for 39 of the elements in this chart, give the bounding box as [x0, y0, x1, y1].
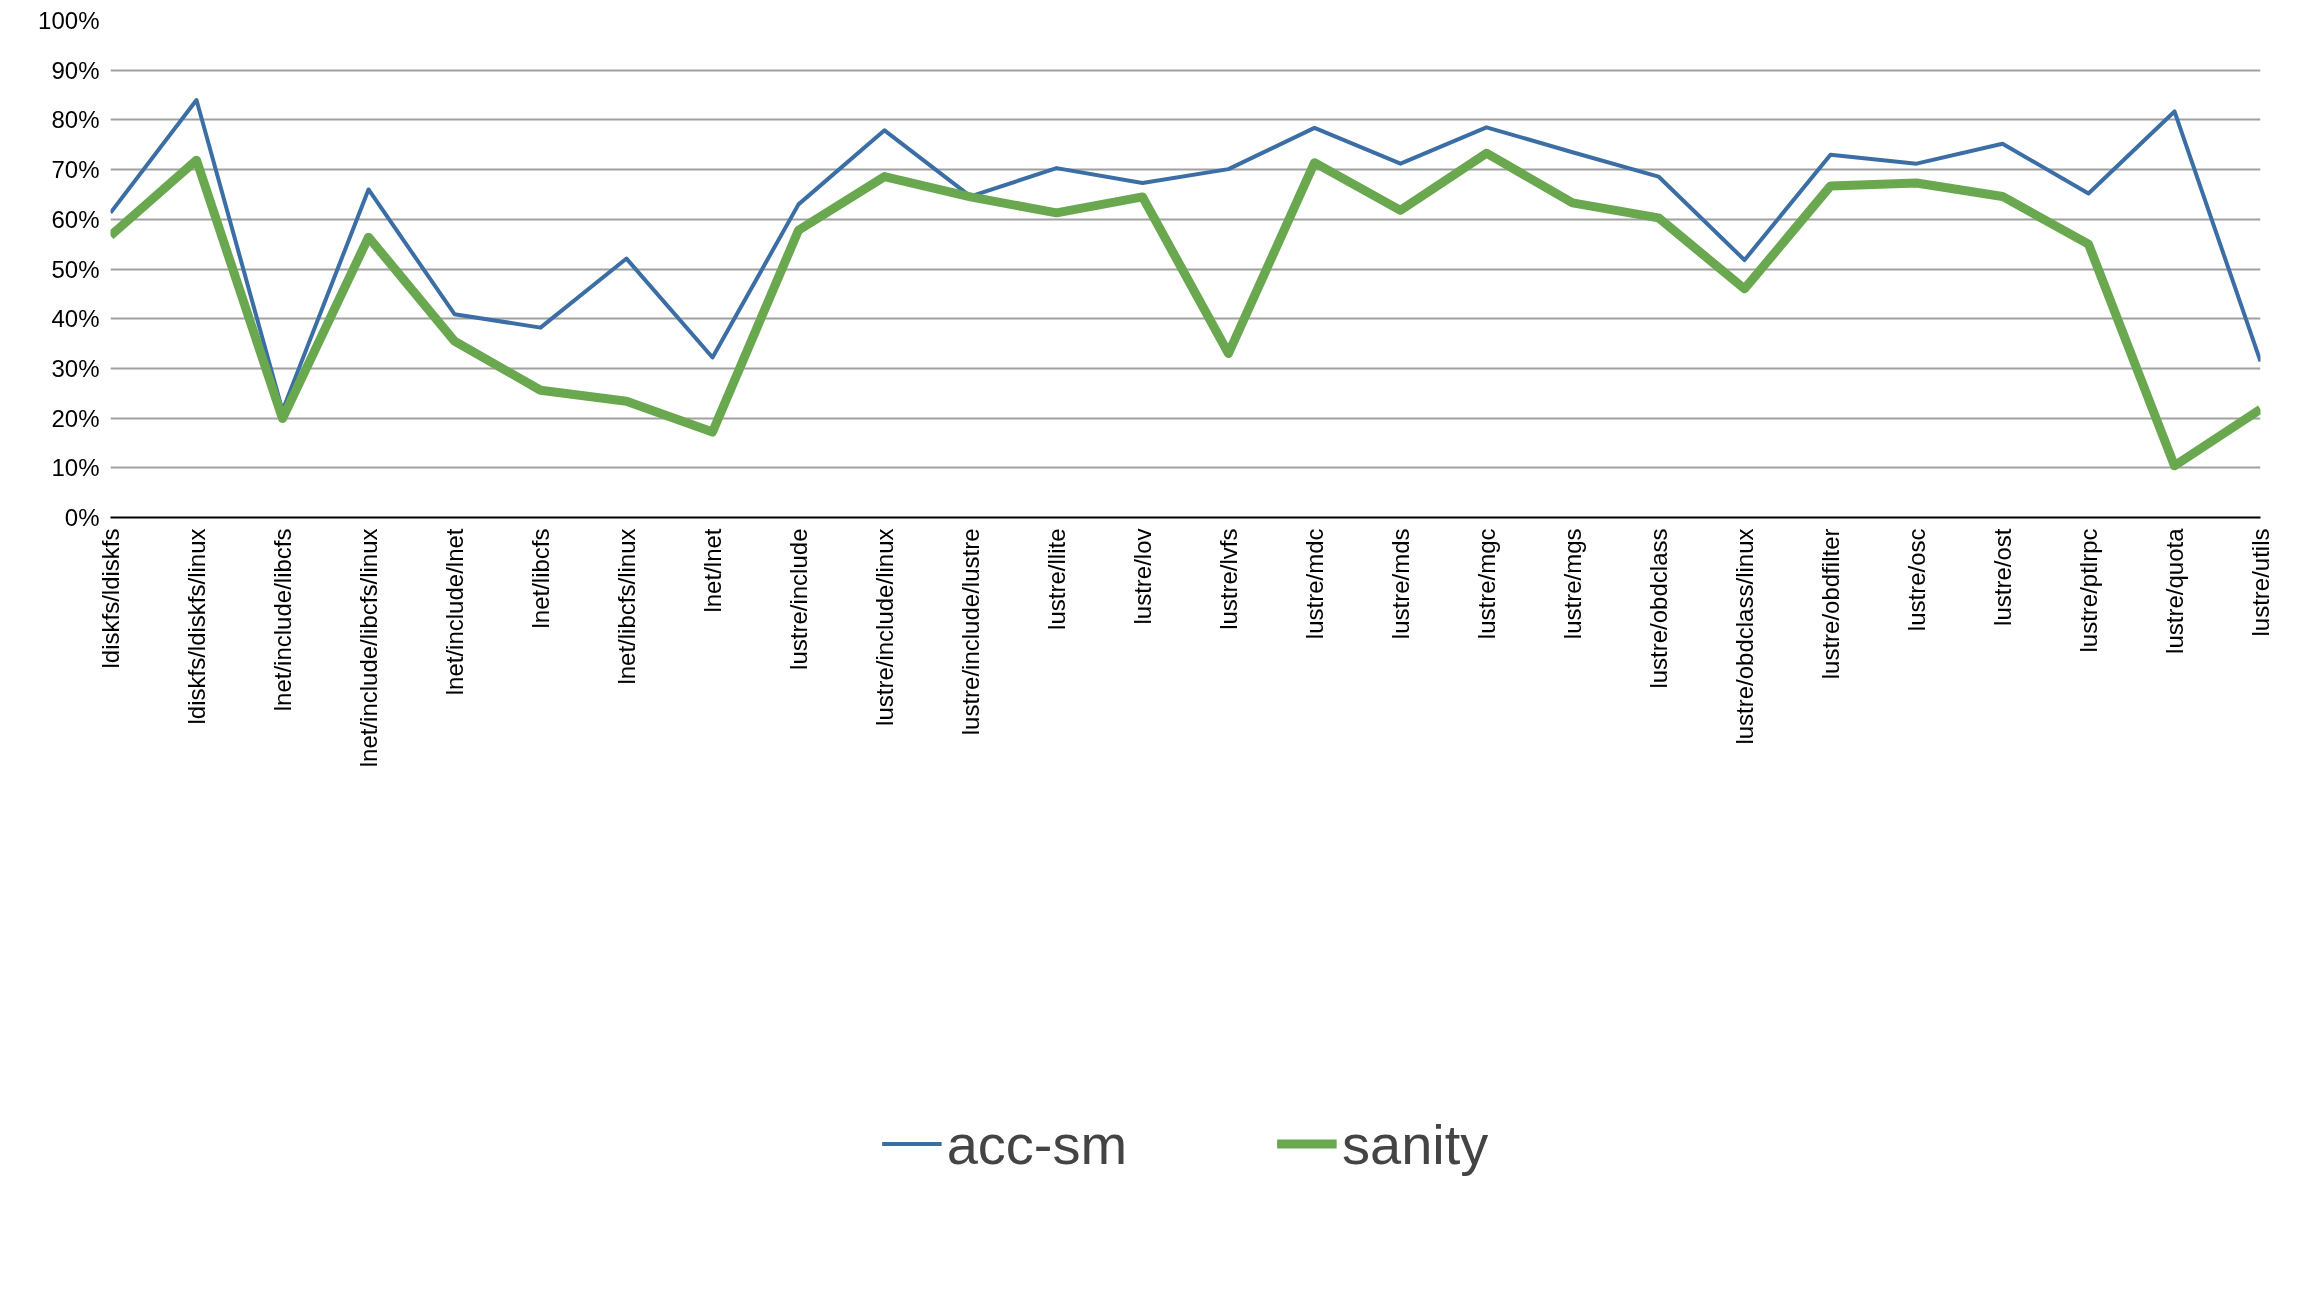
x-tick-label: lustre/mgc	[1473, 528, 1500, 640]
y-tick-label: 30%	[51, 354, 100, 382]
legend-label: sanity	[1342, 1111, 1489, 1177]
y-tick-label: 40%	[51, 305, 100, 333]
x-tick-label: lustre/llite	[1043, 528, 1070, 630]
x-tick-label: lnet/include/libcfs/linux	[355, 528, 382, 768]
x-tick-label: lustre/obdclass/linux	[1731, 528, 1758, 745]
x-tick-label: lustre/lvfs	[1215, 528, 1242, 630]
x-tick-label: lustre/include/linux	[871, 528, 898, 726]
y-tick-label: 60%	[51, 205, 100, 233]
x-tick-label: lustre/mgs	[1559, 528, 1586, 640]
y-tick-label: 90%	[51, 56, 100, 84]
y-tick-label: 0%	[64, 504, 100, 531]
x-tick-label: lnet/lnet	[699, 528, 726, 613]
x-tick-label: lustre/quota	[2161, 527, 2188, 654]
x-tick-label: lustre/ptlrpc	[2075, 528, 2102, 653]
y-tick-label: 100%	[38, 7, 100, 34]
x-tick-label: ldiskfs/ldiskfs/linux	[183, 528, 210, 725]
x-tick-label: lustre/mds	[1387, 528, 1414, 640]
x-tick-label: ldiskfs/ldiskfs	[97, 528, 124, 669]
x-tick-label: lustre/lov	[1129, 528, 1156, 625]
x-tick-label: lustre/include/lustre	[957, 528, 984, 736]
legend-label: acc-sm	[946, 1111, 1128, 1177]
x-tick-label: lustre/obdclass	[1645, 528, 1672, 689]
x-tick-label: lustre/include	[785, 528, 812, 670]
x-tick-label: lustre/osc	[1903, 528, 1930, 632]
y-tick-label: 10%	[51, 454, 100, 482]
x-tick-label: lnet/libcfs/linux	[613, 528, 640, 685]
x-tick-label: lustre/obdfilter	[1817, 528, 1844, 680]
x-tick-label: lustre/ost	[1989, 528, 2016, 626]
x-tick-label: lustre/mdc	[1301, 528, 1328, 640]
x-tick-label: lustre/utils	[2247, 528, 2274, 637]
y-tick-label: 20%	[51, 404, 100, 432]
x-tick-label: lnet/include/lnet	[441, 528, 468, 696]
x-tick-label: lnet/include/libcfs	[269, 528, 296, 712]
x-tick-label: lnet/libcfs	[527, 528, 554, 629]
y-tick-label: 70%	[51, 156, 100, 184]
y-tick-label: 80%	[51, 106, 100, 134]
y-tick-label: 50%	[51, 255, 100, 283]
